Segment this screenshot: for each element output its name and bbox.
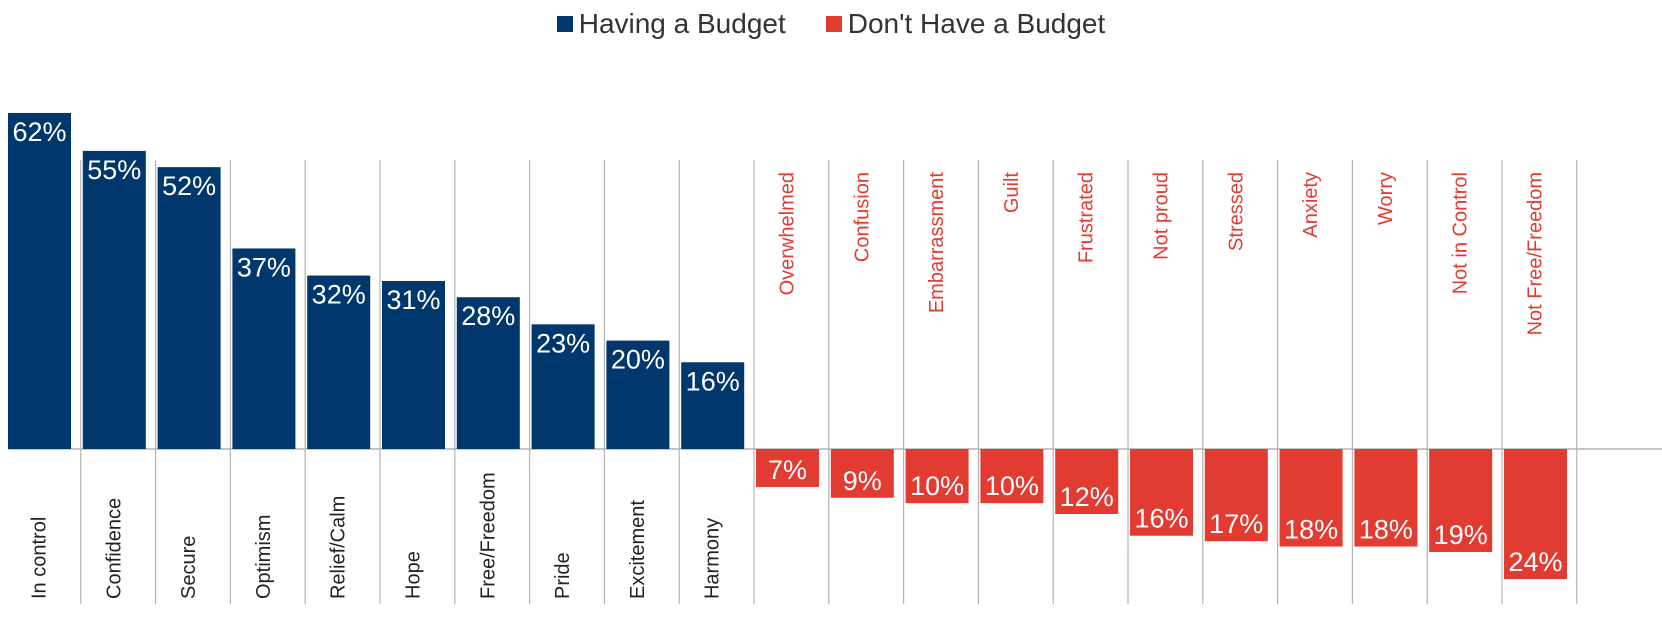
data-label: 28% bbox=[461, 301, 515, 331]
bar-no-budget bbox=[1429, 449, 1493, 552]
category-label: Free/Freedom bbox=[477, 472, 499, 599]
data-label: 12% bbox=[1060, 482, 1114, 512]
legend-item-having-budget: Having a Budget bbox=[556, 8, 786, 40]
data-label: 9% bbox=[843, 466, 882, 496]
bar-no-budget bbox=[1279, 449, 1343, 547]
category-label: Not Free/Freedom bbox=[1525, 172, 1547, 335]
category-label: Overwhelmed bbox=[777, 172, 799, 295]
legend-swatch-no-budget bbox=[825, 16, 842, 32]
data-label: 10% bbox=[985, 471, 1039, 501]
data-label: 18% bbox=[1359, 515, 1413, 545]
bar-having-budget bbox=[232, 248, 296, 449]
legend-item-no-budget: Don't Have a Budget bbox=[825, 8, 1106, 40]
data-label: 18% bbox=[1284, 515, 1338, 545]
category-label: Hope bbox=[403, 551, 425, 599]
bar-having-budget bbox=[307, 275, 371, 449]
category-label: Guilt bbox=[1001, 172, 1023, 214]
category-label: Embarrassment bbox=[926, 172, 948, 314]
bar-having-budget bbox=[681, 362, 745, 449]
category-label: Confusion bbox=[851, 172, 873, 262]
data-label: 17% bbox=[1209, 509, 1263, 539]
category-label: Frustrated bbox=[1076, 172, 1098, 263]
bar-having-budget bbox=[157, 167, 221, 449]
category-label: Not proud bbox=[1151, 172, 1173, 260]
bar-no-budget bbox=[1055, 449, 1119, 515]
bar-no-budget bbox=[1504, 449, 1567, 580]
bar-having-budget bbox=[456, 297, 520, 449]
bar-having-budget bbox=[8, 112, 71, 450]
category-label: Stressed bbox=[1225, 172, 1247, 251]
legend-swatch-having-budget bbox=[556, 16, 573, 32]
data-label: 31% bbox=[386, 285, 440, 315]
bar-no-budget bbox=[1130, 449, 1193, 536]
bar-having-budget bbox=[531, 324, 595, 449]
data-label: 55% bbox=[87, 155, 141, 185]
category-label: Pride bbox=[552, 552, 574, 599]
data-label: 16% bbox=[686, 366, 740, 396]
category-label: Excitement bbox=[627, 500, 649, 599]
data-label: 37% bbox=[237, 252, 291, 282]
category-label: Optimism bbox=[253, 515, 275, 599]
category-label: Confidence bbox=[103, 498, 125, 599]
chart-legend: Having a Budget Don't Have a Budget bbox=[0, 4, 1662, 44]
data-label: 7% bbox=[768, 455, 807, 485]
data-label: 10% bbox=[910, 471, 964, 501]
data-label: 24% bbox=[1508, 547, 1562, 577]
category-label: In control bbox=[29, 517, 51, 599]
bar-no-budget bbox=[980, 449, 1044, 504]
bar-no-budget bbox=[905, 449, 969, 504]
bar-no-budget bbox=[756, 449, 819, 487]
bar-having-budget bbox=[382, 280, 445, 449]
bar-no-budget bbox=[1204, 449, 1268, 542]
category-label: Anxiety bbox=[1300, 172, 1322, 238]
category-label: Worry bbox=[1375, 172, 1397, 225]
bar-no-budget bbox=[1354, 449, 1418, 547]
legend-label-having-budget: Having a Budget bbox=[578, 8, 786, 39]
data-label: 32% bbox=[312, 280, 366, 310]
bar-having-budget bbox=[82, 150, 146, 449]
data-label: 62% bbox=[12, 117, 66, 147]
bar-no-budget bbox=[830, 449, 894, 498]
legend-label-no-budget: Don't Have a Budget bbox=[847, 8, 1106, 39]
bar-having-budget bbox=[606, 340, 670, 449]
data-label: 20% bbox=[611, 345, 665, 375]
data-label: 16% bbox=[1134, 504, 1188, 534]
category-label: Harmony bbox=[702, 518, 724, 599]
data-label: 19% bbox=[1434, 520, 1488, 550]
category-label: Secure bbox=[178, 536, 200, 599]
data-label: 23% bbox=[536, 328, 590, 358]
data-label: 52% bbox=[162, 171, 216, 201]
category-label: Not in Control bbox=[1450, 172, 1472, 294]
category-label: Relief/Calm bbox=[328, 496, 350, 599]
